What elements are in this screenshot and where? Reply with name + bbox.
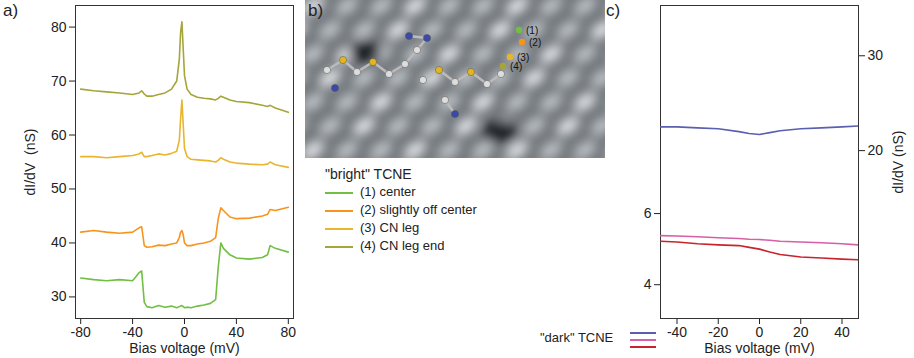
svg-text:0: 0 xyxy=(181,324,189,340)
svg-text:-80: -80 xyxy=(71,324,91,340)
html-text:"dark" TCNE: "dark" TCNE xyxy=(540,330,614,345)
svg-text:70: 70 xyxy=(51,73,67,89)
svg-text:40: 40 xyxy=(834,324,850,340)
svg-text:dI/dV (nS): dI/dV (nS) xyxy=(890,130,906,193)
svg-text:80: 80 xyxy=(281,324,297,340)
html-text:(4) CN leg end: (4) CN leg end xyxy=(360,238,445,253)
svg-text:-40: -40 xyxy=(667,324,687,340)
html-text:(3) CN leg: (3) CN leg xyxy=(360,220,420,235)
html-text:a): a) xyxy=(3,1,19,20)
svg-text:80: 80 xyxy=(51,19,67,35)
svg-text:-40: -40 xyxy=(122,324,142,340)
svg-text:(4): (4) xyxy=(510,61,522,72)
svg-text:(3): (3) xyxy=(517,51,530,63)
svg-text:40: 40 xyxy=(51,234,67,250)
svg-text:(1): (1) xyxy=(526,25,538,36)
svg-text:-20: -20 xyxy=(708,324,728,340)
svg-text:40: 40 xyxy=(229,324,245,340)
html-text:(1) center: (1) center xyxy=(360,184,416,199)
svg-text:0: 0 xyxy=(756,324,764,340)
html-text:b): b) xyxy=(308,1,324,20)
svg-text:60: 60 xyxy=(51,126,67,142)
svg-text:dI/dV (nS): dI/dV (nS) xyxy=(22,129,38,196)
svg-text:30: 30 xyxy=(51,288,67,304)
svg-text:4: 4 xyxy=(644,276,652,292)
html-text:(2) slightly off center: (2) slightly off center xyxy=(360,202,477,217)
svg-text:6: 6 xyxy=(644,205,652,221)
svg-text:50: 50 xyxy=(51,180,67,196)
svg-text:Bias voltage (mV): Bias voltage (mV) xyxy=(129,340,239,356)
svg-text:(2): (2) xyxy=(529,37,541,48)
html-text:"bright" TCNE: "bright" TCNE xyxy=(325,166,412,182)
svg-text:Bias voltage (mV): Bias voltage (mV) xyxy=(704,340,814,356)
html-text:c): c) xyxy=(606,1,621,20)
svg-text:20: 20 xyxy=(868,142,884,158)
svg-text:30: 30 xyxy=(868,47,884,63)
svg-text:20: 20 xyxy=(793,324,809,340)
